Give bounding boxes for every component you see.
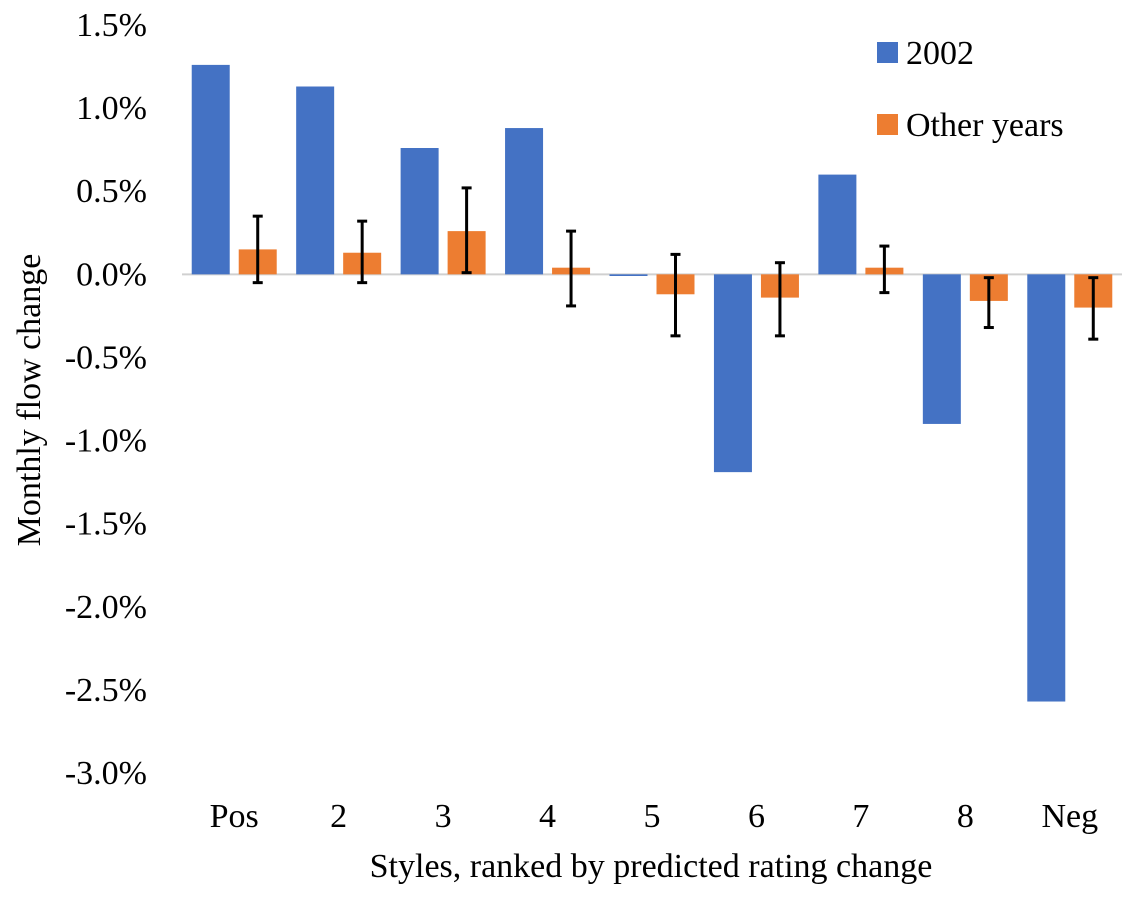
y-tick-label: -0.5% [65, 339, 147, 376]
x-tick-label: 8 [957, 798, 974, 835]
x-tick-label: 6 [748, 798, 765, 835]
x-tick-label: Pos [210, 798, 259, 835]
error-bar-3 [461, 186, 472, 275]
y-tick-label: 1.0% [76, 90, 147, 127]
series-2002-bars [191, 64, 1066, 702]
bar-series-2002-4 [505, 128, 544, 275]
error-bar-pos [252, 214, 263, 285]
x-tick-label: 3 [435, 798, 452, 835]
bar-series-2002-5 [609, 274, 648, 276]
y-tick-label: -1.5% [65, 506, 147, 543]
bar-series-2002-pos [191, 64, 230, 275]
bar-series-2002-2 [296, 86, 335, 275]
y-tick-label: -2.0% [65, 589, 147, 626]
legend-label-2002: 2002 [906, 35, 974, 72]
error-bar-6 [774, 261, 785, 338]
error-bar-neg [1088, 276, 1099, 341]
x-axis-title: Styles, ranked by predicted rating chang… [370, 848, 933, 885]
legend: 2002 Other years [877, 35, 1064, 144]
error-bar-7 [879, 244, 890, 295]
y-axis-ticks: 1.5% 1.0% 0.5% 0.0% -0.5% -1.0% -1.5% -2.0% -2.5… [65, 7, 147, 792]
y-tick-label: 0.5% [76, 173, 147, 210]
error-bars [252, 186, 1099, 341]
y-tick-label: -1.0% [65, 423, 147, 460]
error-bar-8 [983, 276, 994, 330]
error-bar-5 [670, 252, 681, 338]
y-tick-label: 1.5% [76, 7, 147, 44]
bar-series-2002-3 [400, 148, 439, 275]
x-tick-label: 7 [852, 798, 869, 835]
x-tick-label: 2 [330, 798, 347, 835]
x-tick-label: 5 [644, 798, 661, 835]
y-tick-label: -2.5% [65, 672, 147, 709]
legend-label-other-years: Other years [906, 107, 1064, 144]
x-axis-ticks: Pos 2 3 4 5 6 7 8 Neg [210, 798, 1098, 835]
legend-swatch-2002 [877, 42, 898, 63]
x-tick-label: 4 [539, 798, 556, 835]
error-bar-2 [357, 219, 368, 285]
bar-series-2002-7 [818, 174, 857, 275]
bar-series-2002-6 [713, 274, 752, 473]
y-tick-label: 0.0% [76, 256, 147, 293]
bar-series-2002-neg [1027, 274, 1066, 702]
bar-series-2002-8 [922, 274, 961, 424]
error-bar-4 [566, 229, 577, 308]
legend-swatch-other-years [877, 114, 898, 135]
x-tick-label: Neg [1041, 798, 1098, 835]
y-axis-title: Monthly flow change [11, 254, 48, 547]
y-tick-label: -3.0% [65, 755, 147, 792]
